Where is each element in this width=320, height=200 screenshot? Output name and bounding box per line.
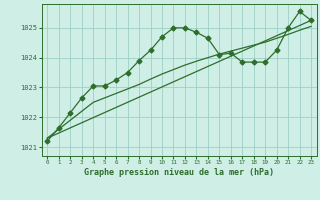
X-axis label: Graphe pression niveau de la mer (hPa): Graphe pression niveau de la mer (hPa) [84, 168, 274, 177]
